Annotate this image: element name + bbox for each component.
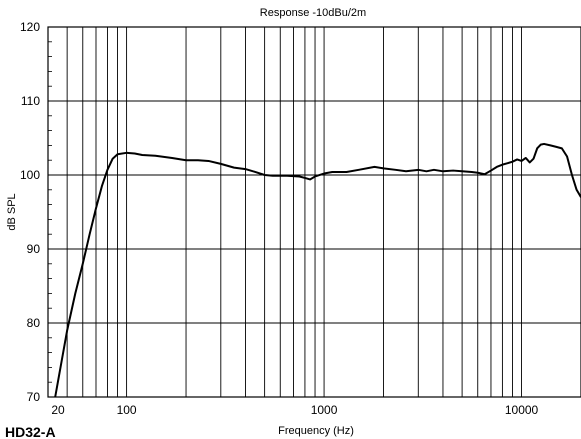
series-layer (54, 142, 581, 398)
x-tick-label: 100 (117, 403, 137, 417)
x-tick-label: 20 (51, 403, 65, 417)
response-curve (54, 142, 581, 398)
y-tick-labels: 70 80 90 100 110 120 (20, 20, 40, 404)
chart-title: Response -10dBu/2m (260, 7, 366, 19)
x-tick-labels: 20 100 1000 10000 (51, 403, 538, 417)
grid-lines (48, 26, 581, 398)
plot-frame (47, 26, 581, 398)
y-tick-label: 80 (27, 316, 41, 330)
x-axis-label: Frequency (Hz) (278, 425, 354, 437)
x-tick-label: 1000 (311, 403, 338, 417)
x-tick-label: 10000 (505, 403, 539, 417)
y-axis-label: dB SPL (6, 193, 18, 230)
y-tick-label: 90 (27, 242, 41, 256)
y-tick-label: 110 (21, 94, 40, 108)
model-label: HD32-A (5, 424, 56, 439)
y-tick-label: 70 (27, 390, 41, 404)
y-tick-label: 100 (20, 168, 40, 182)
y-tick-label: 120 (20, 20, 40, 34)
